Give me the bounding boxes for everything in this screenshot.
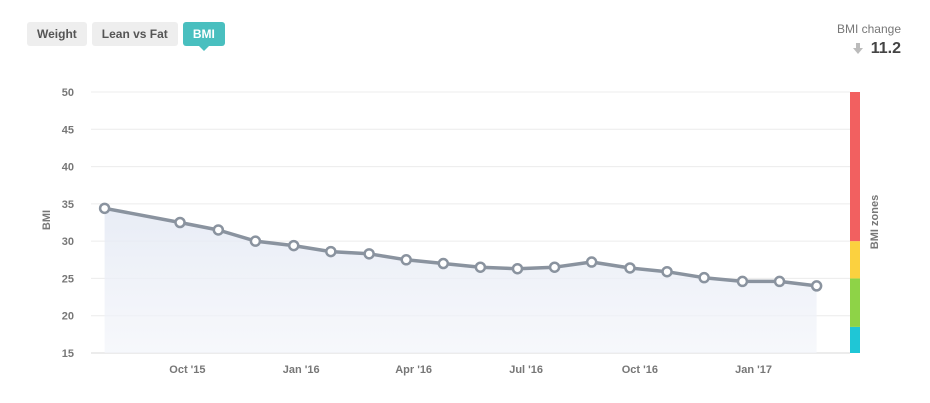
data-point: [363, 248, 375, 260]
bmi-change-value: 11.2: [870, 40, 901, 57]
data-point: [585, 256, 598, 268]
y-tick-label: 35: [62, 199, 74, 211]
bmi-zone-overweight: [850, 241, 860, 279]
x-tick-label: Oct '16: [622, 364, 658, 376]
x-tick-label: Jan '17: [735, 364, 772, 376]
arrow-down-icon: [852, 43, 863, 54]
y-tick-label: 25: [62, 273, 74, 285]
data-point: [773, 275, 786, 288]
data-point: [810, 280, 823, 292]
x-axis-ticks: Oct '15 Jan '16 Apr '16 Jul '16 Oct '16 Jan '…: [169, 364, 772, 376]
y-tick-label: 50: [62, 87, 74, 99]
data-point: [400, 254, 412, 266]
bmi-zone-underweight: [850, 326, 860, 353]
points-layer: [98, 202, 823, 292]
data-point: [548, 261, 561, 273]
bmi-zone-normal: [850, 278, 860, 327]
data-point: [437, 257, 450, 270]
tab-weight[interactable]: Weight: [27, 22, 87, 46]
data-point: [511, 262, 524, 275]
data-point: [249, 235, 262, 247]
bmi-change-value-row: 11.2: [837, 40, 901, 58]
data-point: [698, 271, 710, 284]
data-point: [98, 202, 111, 215]
data-point: [624, 262, 636, 274]
x-tick-label: Jul '16: [509, 364, 543, 376]
y-tick-label: 20: [62, 311, 74, 323]
y-axis-ticks: 50 45 40 35 30 25 20 15: [62, 87, 74, 360]
data-point: [287, 239, 300, 252]
data-point: [174, 216, 186, 229]
tab-bmi[interactable]: BMI: [182, 22, 225, 51]
bmi-change-label: BMI change: [836, 22, 901, 36]
data-point: [325, 245, 337, 258]
bmi-zone-obese: [850, 92, 860, 242]
tab-lean-vs-fat[interactable]: Lean vs Fat: [91, 22, 178, 46]
y-tick-label: 30: [62, 236, 74, 248]
y-tick-label: 40: [62, 162, 74, 174]
bmi-change-summary: BMI change 11.2: [837, 22, 901, 58]
y-tick-label: 15: [62, 348, 74, 360]
x-tick-label: Apr '16: [395, 364, 432, 376]
x-tick-label: Jan '16: [283, 364, 320, 376]
data-point: [661, 265, 673, 278]
bmi-zones-bar: [850, 92, 860, 353]
y-axis-title: BMI: [41, 210, 53, 230]
y-tick-label: 45: [62, 124, 74, 136]
data-point: [736, 275, 749, 288]
data-point: [212, 224, 225, 236]
view-tabs: Weight Lean vs Fat BMI: [27, 22, 225, 51]
bmi-zones-label: BMI zones: [869, 195, 881, 249]
data-point: [474, 261, 487, 273]
x-tick-label: Oct '15: [169, 364, 205, 376]
